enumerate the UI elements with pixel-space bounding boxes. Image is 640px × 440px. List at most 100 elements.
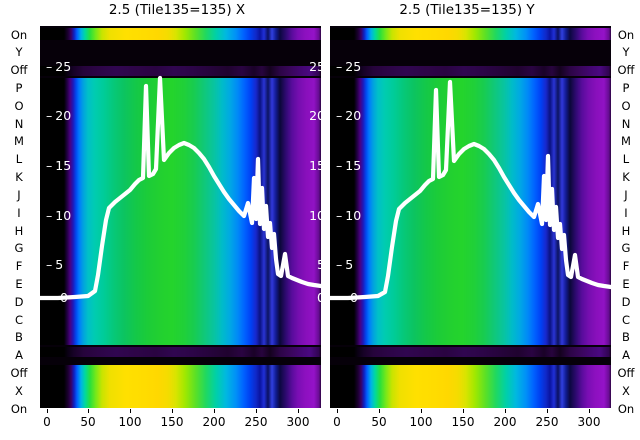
ytick-inner-0-y: 0 [350, 290, 358, 305]
ytick-right-10-x: 10 [309, 208, 321, 223]
dipole-label-right-19: Off [617, 366, 635, 380]
heatmap-band-bottom-gap [40, 357, 321, 365]
ytick-inner-25-y: –25 [336, 59, 361, 74]
dipole-label-right-4: O [621, 99, 631, 113]
dipole-label-left-8: K [15, 170, 23, 184]
xtick-label-7: 0 [333, 415, 341, 429]
dipole-label-right-9: J [624, 188, 628, 202]
ytick-right-25-x: 25 [309, 59, 321, 74]
dipole-label-right-17: B [622, 330, 630, 344]
xtick-label-4: 200 [202, 415, 226, 429]
xtick-mark-11 [505, 409, 506, 413]
amplitude-trace-y [330, 26, 611, 408]
xtick-mark-13 [589, 409, 590, 413]
xtick-mark-0 [47, 409, 48, 413]
dipole-label-left-13: F [15, 259, 23, 273]
heatmap-band-bottom-bright [40, 365, 321, 408]
heatmap-band-lower-gap [40, 345, 321, 347]
ytick-right-5-x: 5 [317, 257, 321, 272]
dipole-label-right-11: H [621, 224, 631, 238]
xtick-mark-2 [130, 409, 131, 413]
xtick-label-3: 150 [160, 415, 184, 429]
ytick-inner-15-y: –15 [336, 158, 361, 173]
ytick-inner-15-x: –15 [46, 158, 71, 173]
xtick-mark-7 [337, 409, 338, 413]
ytick-inner-label: 10 [55, 208, 72, 223]
xtick-label-0: 0 [43, 415, 51, 429]
dipole-label-right-12: G [621, 241, 631, 255]
dipole-label-left-2: Off [10, 63, 28, 77]
dipole-label-left-21: On [10, 402, 28, 416]
panel-title-y: 2.5 (Tile135=135) Y [399, 2, 535, 18]
xtick-mark-6 [298, 409, 299, 413]
ytick-dash: – [46, 257, 53, 272]
ytick-right-label: 15 [309, 158, 321, 173]
heatmap-canvas-x [40, 26, 321, 408]
ytick-inner-label: 25 [55, 59, 72, 74]
dipole-label-right-13: F [622, 259, 630, 273]
ytick-inner-label: 0 [350, 290, 358, 305]
dipole-label-left-12: G [14, 241, 24, 255]
heatmap-canvas-y [330, 26, 611, 408]
ytick-dash: – [336, 257, 343, 272]
xtick-mark-10 [463, 409, 464, 413]
dipole-label-right-3: P [622, 81, 630, 95]
ytick-dash: – [336, 158, 343, 173]
ytick-dash: – [336, 108, 343, 123]
dipole-label-right-10: I [624, 206, 628, 220]
ytick-right-0-x: 0 [317, 290, 321, 305]
heatmap-band-upper-gap [40, 76, 321, 78]
ytick-dash: – [46, 208, 53, 223]
ytick-inner-10-x: –10 [46, 208, 71, 223]
heatmap-band-bottom-faint [40, 347, 321, 357]
dipole-label-left-14: E [15, 277, 23, 291]
xtick-label-5: 250 [244, 415, 268, 429]
xtick-mark-4 [214, 409, 215, 413]
xtick-mark-5 [256, 409, 257, 413]
dipole-label-right-5: N [621, 117, 631, 131]
xtick-label-10: 150 [451, 415, 475, 429]
ytick-dash: – [336, 59, 343, 74]
dipole-label-left-1: Y [15, 45, 23, 59]
ytick-inner-0-x: 0 [60, 290, 68, 305]
ytick-right-label: 25 [309, 59, 321, 74]
waterfall-panel-y[interactable]: –25 –20 –15 –10 –5 0 [330, 26, 611, 408]
dipole-label-left-9: J [17, 188, 21, 202]
ytick-dash: – [46, 59, 53, 74]
ytick-inner-label: 10 [345, 208, 362, 223]
ytick-inner-label: 5 [345, 257, 354, 272]
heatmap-band-main [40, 78, 321, 345]
dipole-label-right-1: Y [622, 45, 630, 59]
xtick-label-8: 50 [371, 415, 387, 429]
ytick-inner-20-y: –20 [336, 108, 361, 123]
dipole-label-right-14: E [622, 277, 630, 291]
dipole-label-right-15: D [621, 295, 631, 309]
ytick-right-label: 0 [317, 290, 321, 305]
xtick-label-13: 300 [577, 415, 601, 429]
waterfall-panel-x[interactable]: –25 –20 –15 –10 –5 0 25 20 15 10 5 0 [40, 26, 321, 408]
ytick-inner-label: 20 [55, 108, 72, 123]
heatmap-band-upper-gap [330, 76, 611, 78]
dipole-label-left-11: H [14, 224, 24, 238]
dipole-label-left-5: N [14, 117, 24, 131]
dipole-label-left-7: L [15, 152, 23, 166]
ytick-inner-label: 20 [345, 108, 362, 123]
dipole-label-left-6: M [14, 134, 24, 148]
heatmap-band-top-faint [330, 66, 611, 76]
dipole-label-left-16: C [14, 313, 24, 327]
heatmap-band-top-gap [40, 40, 321, 66]
ytick-right-20-x: 20 [309, 108, 321, 123]
dipole-label-right-2: Off [617, 63, 635, 77]
dipole-label-left-10: I [17, 206, 21, 220]
ytick-inner-5-y: –5 [336, 257, 353, 272]
ytick-right-label: 5 [317, 257, 321, 272]
ytick-inner-5-x: –5 [46, 257, 63, 272]
xtick-mark-3 [172, 409, 173, 413]
dipole-label-right-16: C [621, 313, 631, 327]
ytick-inner-label: 15 [345, 158, 362, 173]
ytick-inner-label: 25 [345, 59, 362, 74]
ytick-inner-10-y: –10 [336, 208, 361, 223]
xtick-mark-9 [421, 409, 422, 413]
ytick-inner-label: 0 [60, 290, 68, 305]
